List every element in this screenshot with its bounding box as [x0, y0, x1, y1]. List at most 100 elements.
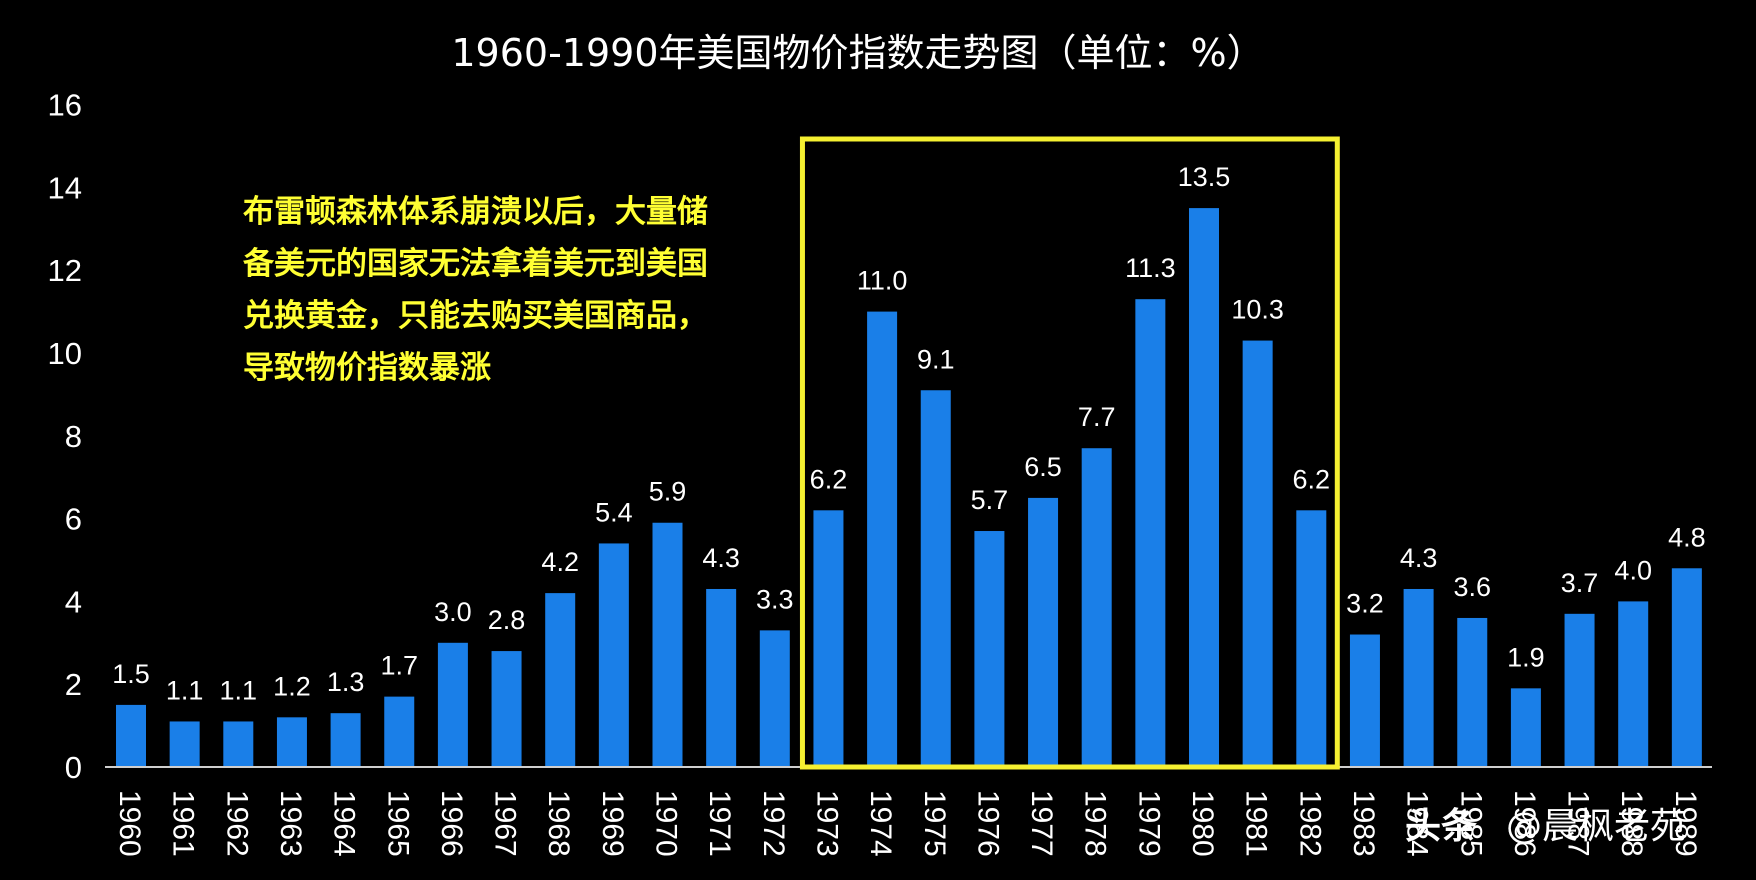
data-label: 3.7 [1561, 568, 1599, 598]
bar [759, 630, 790, 767]
data-label: 1.3 [327, 667, 365, 697]
watermark-brand: 头条 [1405, 806, 1477, 847]
x-tick-label: 1969 [596, 790, 629, 857]
x-tick-label: 1960 [113, 790, 146, 857]
data-label: 5.9 [649, 477, 687, 507]
y-tick-label: 14 [48, 170, 82, 205]
x-tick-label: 1974 [864, 790, 897, 857]
bar [1457, 617, 1488, 767]
data-label: 6.5 [1024, 452, 1062, 482]
bar [545, 593, 576, 767]
x-tick-label: 1976 [971, 790, 1004, 857]
x-tick-label: 1989 [1669, 790, 1702, 857]
x-tick-label: 1984 [1401, 790, 1434, 857]
y-tick-label: 2 [65, 667, 82, 702]
x-tick-label: 1980 [1186, 790, 1219, 857]
data-label: 5.4 [595, 497, 633, 527]
bar [1671, 568, 1702, 767]
x-tick-label: 1963 [274, 790, 307, 857]
data-label: 11.0 [857, 266, 908, 296]
bar [116, 704, 146, 767]
bar [1296, 510, 1327, 767]
annotation-text: 布雷顿森林体系崩溃以后，大量储备美元的国家无法拿着美元到美国兑换黄金，只能去购买… [242, 194, 708, 386]
bar [706, 588, 737, 767]
bar [598, 543, 629, 767]
bar [1403, 588, 1434, 767]
data-label: 4.2 [541, 547, 579, 577]
x-axis-ticks: 1960 1961 1962 1963 1964 1965 1966 1967 1968 1969… [113, 790, 1702, 857]
y-tick-label: 10 [48, 336, 82, 371]
y-axis-ticks: 0 2 4 6 8 10 12 14 16 [48, 88, 82, 785]
bar [169, 721, 200, 767]
x-tick-label: 1964 [328, 790, 361, 857]
bar [1564, 613, 1595, 767]
bar [1242, 340, 1273, 767]
x-tick-label: 1967 [489, 790, 522, 857]
chart-title: 1960-1990年美国物价指数走势图（单位：%） [451, 31, 1264, 75]
annotation-line: 兑换黄金，只能去购买美国商品， [243, 298, 708, 334]
x-tick-label: 1966 [435, 790, 468, 857]
data-label: 13.5 [1178, 162, 1231, 192]
bar [1135, 299, 1166, 767]
bar [330, 713, 361, 767]
x-tick-label: 1983 [1347, 790, 1380, 857]
x-tick-label: 1979 [1132, 790, 1165, 857]
data-label: 3.6 [1453, 572, 1491, 602]
bar [491, 651, 522, 767]
watermark-author: @晨枫老苑 [1506, 806, 1686, 847]
data-label: 1.9 [1507, 642, 1545, 672]
bar [276, 717, 307, 767]
data-label: 3.0 [434, 597, 472, 627]
bar [1081, 448, 1112, 767]
bar [1349, 634, 1380, 767]
y-tick-label: 6 [65, 502, 82, 537]
x-tick-label: 1988 [1615, 790, 1648, 857]
bar [437, 642, 468, 767]
x-tick-label: 1970 [650, 790, 683, 857]
data-label: 1.7 [380, 651, 418, 681]
bar [1510, 688, 1541, 767]
bar [920, 390, 951, 767]
x-tick-label: 1962 [220, 790, 253, 857]
bar [223, 721, 254, 767]
x-tick-label: 1973 [810, 790, 843, 857]
data-label: 9.1 [917, 344, 955, 374]
y-tick-label: 12 [48, 253, 82, 288]
data-label: 1.1 [166, 675, 204, 705]
data-label: 10.3 [1231, 295, 1284, 325]
y-tick-label: 16 [48, 88, 82, 123]
x-tick-label: 1971 [703, 790, 736, 857]
data-label: 1.1 [220, 675, 258, 705]
bar [1028, 497, 1059, 767]
x-tick-label: 1975 [918, 790, 951, 857]
y-tick-label: 4 [65, 584, 82, 619]
bar [867, 311, 898, 767]
x-tick-label: 1972 [757, 790, 790, 857]
bars [116, 208, 1702, 768]
bar [813, 510, 844, 767]
x-tick-label: 1982 [1293, 790, 1326, 857]
annotation-line: 导致物价指数暴涨 [243, 350, 491, 386]
bar [652, 522, 683, 767]
x-tick-label: 1968 [542, 790, 575, 857]
bar [384, 696, 415, 767]
annotation-line: 布雷顿森林体系崩溃以后，大量储 [243, 194, 708, 230]
data-label: 3.3 [756, 584, 794, 614]
x-tick-label: 1978 [1079, 790, 1112, 857]
data-label: 5.7 [971, 485, 1009, 515]
data-label: 3.2 [1346, 589, 1384, 619]
x-tick-label: 1987 [1562, 790, 1595, 857]
x-tick-label: 1981 [1240, 790, 1273, 857]
x-tick-label: 1965 [381, 790, 414, 857]
data-label: 11.3 [1125, 253, 1176, 283]
data-label: 2.8 [488, 605, 526, 635]
x-tick-label: 1986 [1508, 790, 1541, 857]
bar [974, 531, 1005, 767]
bar [1618, 601, 1649, 767]
data-label: 4.3 [702, 543, 740, 573]
annotation-line: 备美元的国家无法拿着美元到美国 [242, 246, 708, 282]
bar [1189, 208, 1219, 768]
data-label: 4.0 [1614, 555, 1652, 585]
data-label: 6.2 [1293, 464, 1331, 494]
